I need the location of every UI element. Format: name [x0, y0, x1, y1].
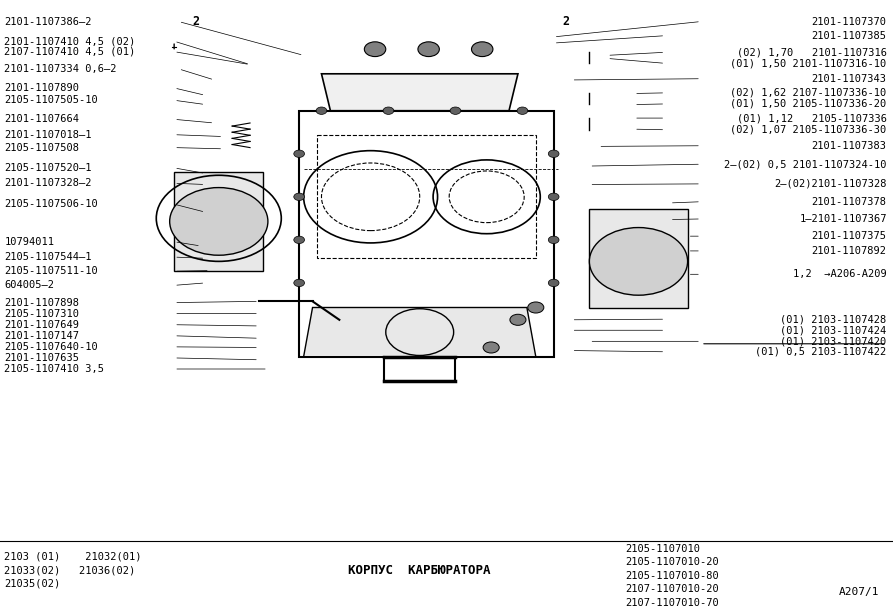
Circle shape [483, 342, 499, 353]
Text: 2105-1107010-20: 2105-1107010-20 [625, 557, 719, 567]
Circle shape [418, 42, 439, 57]
Polygon shape [304, 308, 536, 357]
Text: 2: 2 [192, 15, 199, 28]
Text: 21033(02)   21036(02): 21033(02) 21036(02) [4, 565, 136, 575]
Text: 21035(02): 21035(02) [4, 579, 61, 589]
Text: 2101-1107147: 2101-1107147 [4, 331, 79, 341]
Circle shape [548, 193, 559, 200]
Text: 2105-1107010: 2105-1107010 [625, 544, 700, 554]
Circle shape [294, 279, 305, 287]
Text: (02) 1,62 2107-1107336-10: (02) 1,62 2107-1107336-10 [730, 88, 887, 98]
Text: 2101-1107649: 2101-1107649 [4, 320, 79, 330]
Text: 10794011: 10794011 [4, 237, 54, 247]
Text: 2105-1107508: 2105-1107508 [4, 143, 79, 153]
Circle shape [548, 150, 559, 157]
Text: 2101-1107385: 2101-1107385 [812, 31, 887, 41]
Text: 2101-1107375: 2101-1107375 [812, 231, 887, 241]
Circle shape [450, 310, 461, 317]
Circle shape [170, 188, 268, 255]
Circle shape [548, 236, 559, 244]
Circle shape [383, 310, 394, 317]
Text: (01) 1,12   2105-1107336: (01) 1,12 2105-1107336 [737, 113, 887, 123]
Text: 2101-1107370: 2101-1107370 [812, 17, 887, 26]
Text: 1,2  →А206-А209: 1,2 →А206-А209 [793, 269, 887, 279]
Text: 2101-1107343: 2101-1107343 [812, 74, 887, 84]
Text: 2101-1107898: 2101-1107898 [4, 298, 79, 308]
Text: (01) 0,5 2103-1107422: (01) 0,5 2103-1107422 [755, 347, 887, 357]
Text: (01) 2103-1107428: (01) 2103-1107428 [780, 314, 887, 324]
Text: 2105-1107310: 2105-1107310 [4, 309, 79, 319]
Text: 2101-1107410 4,5 (02): 2101-1107410 4,5 (02) [4, 36, 136, 46]
Text: 2107-1107010-70: 2107-1107010-70 [625, 598, 719, 608]
Text: 2105-1107410 3,5: 2105-1107410 3,5 [4, 364, 104, 374]
Text: 2105-1107505-10: 2105-1107505-10 [4, 95, 98, 105]
Circle shape [364, 42, 386, 57]
Text: 2107-1107410 4,5 (01): 2107-1107410 4,5 (01) [4, 47, 136, 57]
Polygon shape [174, 172, 263, 271]
Circle shape [472, 42, 493, 57]
Text: 2105-1107511-10: 2105-1107511-10 [4, 266, 98, 276]
Circle shape [589, 228, 688, 295]
Circle shape [294, 193, 305, 200]
Text: 2101-1107892: 2101-1107892 [812, 246, 887, 256]
Text: 2101-1107635: 2101-1107635 [4, 353, 79, 363]
Text: 604005—2: 604005—2 [4, 280, 54, 290]
Circle shape [316, 310, 327, 317]
Text: 2101-1107378: 2101-1107378 [812, 197, 887, 207]
Text: 2101-1107386—2: 2101-1107386—2 [4, 17, 92, 26]
Text: 2—(02)2101-1107328: 2—(02)2101-1107328 [774, 179, 887, 189]
Text: 2—(02) 0,5 2101-1107324-10: 2—(02) 0,5 2101-1107324-10 [724, 159, 887, 169]
Circle shape [510, 314, 526, 325]
Circle shape [548, 279, 559, 287]
Text: (01) 1,50 2101-1107316-10: (01) 1,50 2101-1107316-10 [730, 58, 887, 68]
Text: 2101-1107334 0,6—2: 2101-1107334 0,6—2 [4, 64, 117, 74]
Text: (02) 1,70   2101-1107316: (02) 1,70 2101-1107316 [737, 47, 887, 57]
Text: (01) 2103-1107420: (01) 2103-1107420 [780, 336, 887, 346]
Text: A207/1: A207/1 [839, 587, 880, 597]
Text: 2101-1107664: 2101-1107664 [4, 114, 79, 124]
Circle shape [383, 107, 394, 114]
Text: (01) 1,50 2105-1107336-20: (01) 1,50 2105-1107336-20 [730, 99, 887, 109]
Circle shape [450, 107, 461, 114]
Text: 2103 (01)    21032(01): 2103 (01) 21032(01) [4, 552, 142, 561]
Text: 2105-1107506-10: 2105-1107506-10 [4, 199, 98, 209]
Polygon shape [321, 74, 518, 111]
Text: 2101-1107328—2: 2101-1107328—2 [4, 178, 92, 188]
Text: 1—2101-1107367: 1—2101-1107367 [799, 214, 887, 224]
Text: (01) 2103-1107424: (01) 2103-1107424 [780, 325, 887, 335]
Text: 2107-1107010-20: 2107-1107010-20 [625, 584, 719, 594]
Text: 2105-1107520—1: 2105-1107520—1 [4, 163, 92, 173]
Text: КОРПУС  КАРБЮРАТОРА: КОРПУС КАРБЮРАТОРА [348, 563, 491, 577]
Text: 2105-1107010-80: 2105-1107010-80 [625, 571, 719, 581]
Text: 2: 2 [563, 15, 570, 28]
Text: 2105-1107640-10: 2105-1107640-10 [4, 342, 98, 352]
Text: 2101-1107018—1: 2101-1107018—1 [4, 130, 92, 140]
Text: 2101-1107383: 2101-1107383 [812, 141, 887, 151]
Circle shape [316, 107, 327, 114]
Circle shape [517, 310, 528, 317]
Text: (02) 1,07 2105-1107336-30: (02) 1,07 2105-1107336-30 [730, 125, 887, 135]
Circle shape [528, 302, 544, 313]
Circle shape [294, 236, 305, 244]
Text: 2105-1107544—1: 2105-1107544—1 [4, 252, 92, 262]
Text: 2101-1107890: 2101-1107890 [4, 83, 79, 93]
Circle shape [294, 150, 305, 157]
Polygon shape [589, 209, 688, 308]
Circle shape [517, 107, 528, 114]
